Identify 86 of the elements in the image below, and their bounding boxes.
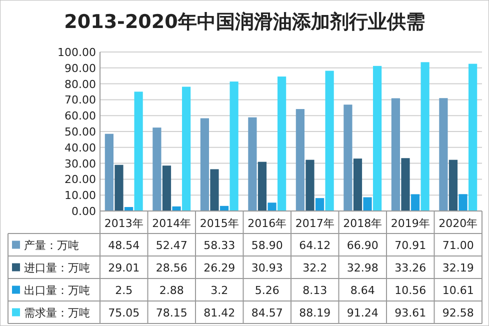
data-label: 70.91: [394, 238, 426, 252]
y-tick-label: 10.00: [64, 189, 96, 202]
data-label: 52.47: [156, 238, 188, 252]
data-label: 32.19: [442, 261, 474, 274]
bar: [325, 70, 334, 211]
y-tick-label: 90.00: [64, 62, 96, 75]
data-label: 30.93: [251, 261, 283, 274]
data-label: 10.56: [394, 284, 426, 297]
bar: [344, 104, 352, 211]
data-label: 26.29: [204, 261, 236, 274]
data-label: 10.61: [442, 284, 474, 297]
legend-label: 需求量：万吨: [24, 306, 90, 320]
bar: [420, 62, 430, 211]
bar: [230, 82, 238, 211]
y-tick-label: 20.00: [64, 173, 96, 186]
bar: [134, 92, 143, 211]
bar: [296, 109, 305, 211]
y-tick-label: 30.00: [64, 157, 96, 170]
bar: [363, 197, 372, 211]
bar: [104, 134, 114, 211]
bar: [200, 118, 210, 211]
data-label: 58.33: [204, 238, 236, 252]
data-label: 91.24: [346, 306, 378, 320]
y-tick-label: 60.00: [64, 110, 96, 123]
bar: [468, 64, 478, 211]
y-tick-label: 50.00: [64, 126, 96, 138]
bar: [210, 169, 219, 211]
bar: [410, 194, 420, 211]
bar: [372, 66, 382, 211]
x-tick-label: 2019年: [390, 217, 430, 230]
y-tick-label: 80.00: [64, 78, 96, 91]
legend-label: 出口量：万吨: [24, 284, 90, 297]
x-tick-label: 2016年: [248, 217, 287, 230]
data-label: 92.58: [442, 306, 474, 320]
data-label: 33.26: [394, 261, 426, 274]
data-label: 8.13: [302, 284, 328, 297]
y-tick-label: 0.00: [72, 205, 96, 218]
bar: [114, 164, 124, 211]
chart-title: 2013-2020年中国润滑油添加剂行业供需: [64, 11, 425, 33]
data-label: 84.57: [251, 306, 283, 320]
legend-label: 进口量：万吨: [24, 261, 90, 274]
bar: [258, 162, 267, 211]
bar: [268, 202, 276, 211]
bar: [448, 160, 458, 211]
x-tick-label: 2018年: [343, 217, 382, 230]
bar: [315, 198, 324, 211]
y-tick-label: 70.00: [64, 94, 96, 107]
x-tick-label: 2013年: [104, 217, 144, 230]
bar: [162, 166, 172, 211]
legend-label: 产量：万吨: [24, 238, 79, 252]
x-tick-label: 2015年: [200, 217, 239, 230]
bar: [401, 158, 410, 211]
data-label: 78.15: [156, 306, 188, 320]
data-label: 2.5: [115, 284, 133, 297]
data-label: 64.12: [299, 238, 331, 252]
x-tick-label: 2020年: [438, 217, 478, 230]
bar: [152, 128, 162, 211]
data-label: 32.2: [302, 261, 328, 274]
bar: [248, 117, 257, 211]
bar: [458, 194, 468, 211]
data-label: 2.88: [159, 284, 184, 297]
x-tick-label: 2017年: [295, 217, 334, 230]
y-tick-label: 100.00: [58, 46, 96, 59]
data-label: 48.54: [108, 238, 140, 252]
data-label: 75.05: [108, 306, 140, 320]
data-label: 5.26: [254, 284, 280, 297]
data-label: 93.61: [394, 306, 426, 320]
x-tick-label: 2014年: [152, 217, 192, 230]
data-label: 58.90: [251, 238, 283, 252]
bar: [353, 158, 362, 211]
data-label: 8.64: [350, 284, 375, 297]
data-label: 71.00: [442, 238, 474, 252]
data-label: 88.19: [299, 306, 331, 320]
bar: [182, 86, 191, 211]
y-tick-label: 40.00: [64, 141, 96, 154]
bar: [277, 76, 286, 211]
data-label: 81.42: [204, 306, 236, 320]
bar: [439, 98, 448, 211]
bar: [391, 98, 400, 211]
data-label: 66.90: [346, 238, 378, 252]
bar: [306, 160, 314, 211]
data-label: 3.2: [210, 284, 228, 297]
data-label: 28.56: [156, 261, 188, 274]
data-label: 29.01: [108, 261, 140, 274]
data-label: 32.98: [346, 261, 378, 274]
bar: [172, 206, 181, 211]
